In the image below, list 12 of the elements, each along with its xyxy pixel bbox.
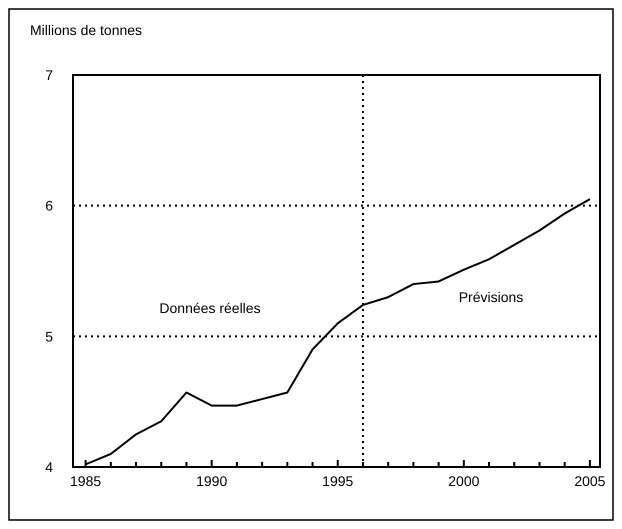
x-tick-label: 2005 <box>574 473 606 489</box>
x-tick-label: 1995 <box>322 473 354 489</box>
x-tick-label: 1985 <box>70 473 102 489</box>
y-axis-title: Millions de tonnes <box>30 22 142 38</box>
y-tick-label: 5 <box>45 328 54 344</box>
annotation: Prévisions <box>458 289 524 305</box>
y-tick-label: 6 <box>45 198 54 214</box>
x-tick-label: 2000 <box>448 473 480 489</box>
y-tick-label: 4 <box>45 459 54 475</box>
y-tick-label: 7 <box>45 67 54 83</box>
x-tick-label: 1990 <box>196 473 228 489</box>
annotation: Données réelles <box>159 300 261 316</box>
